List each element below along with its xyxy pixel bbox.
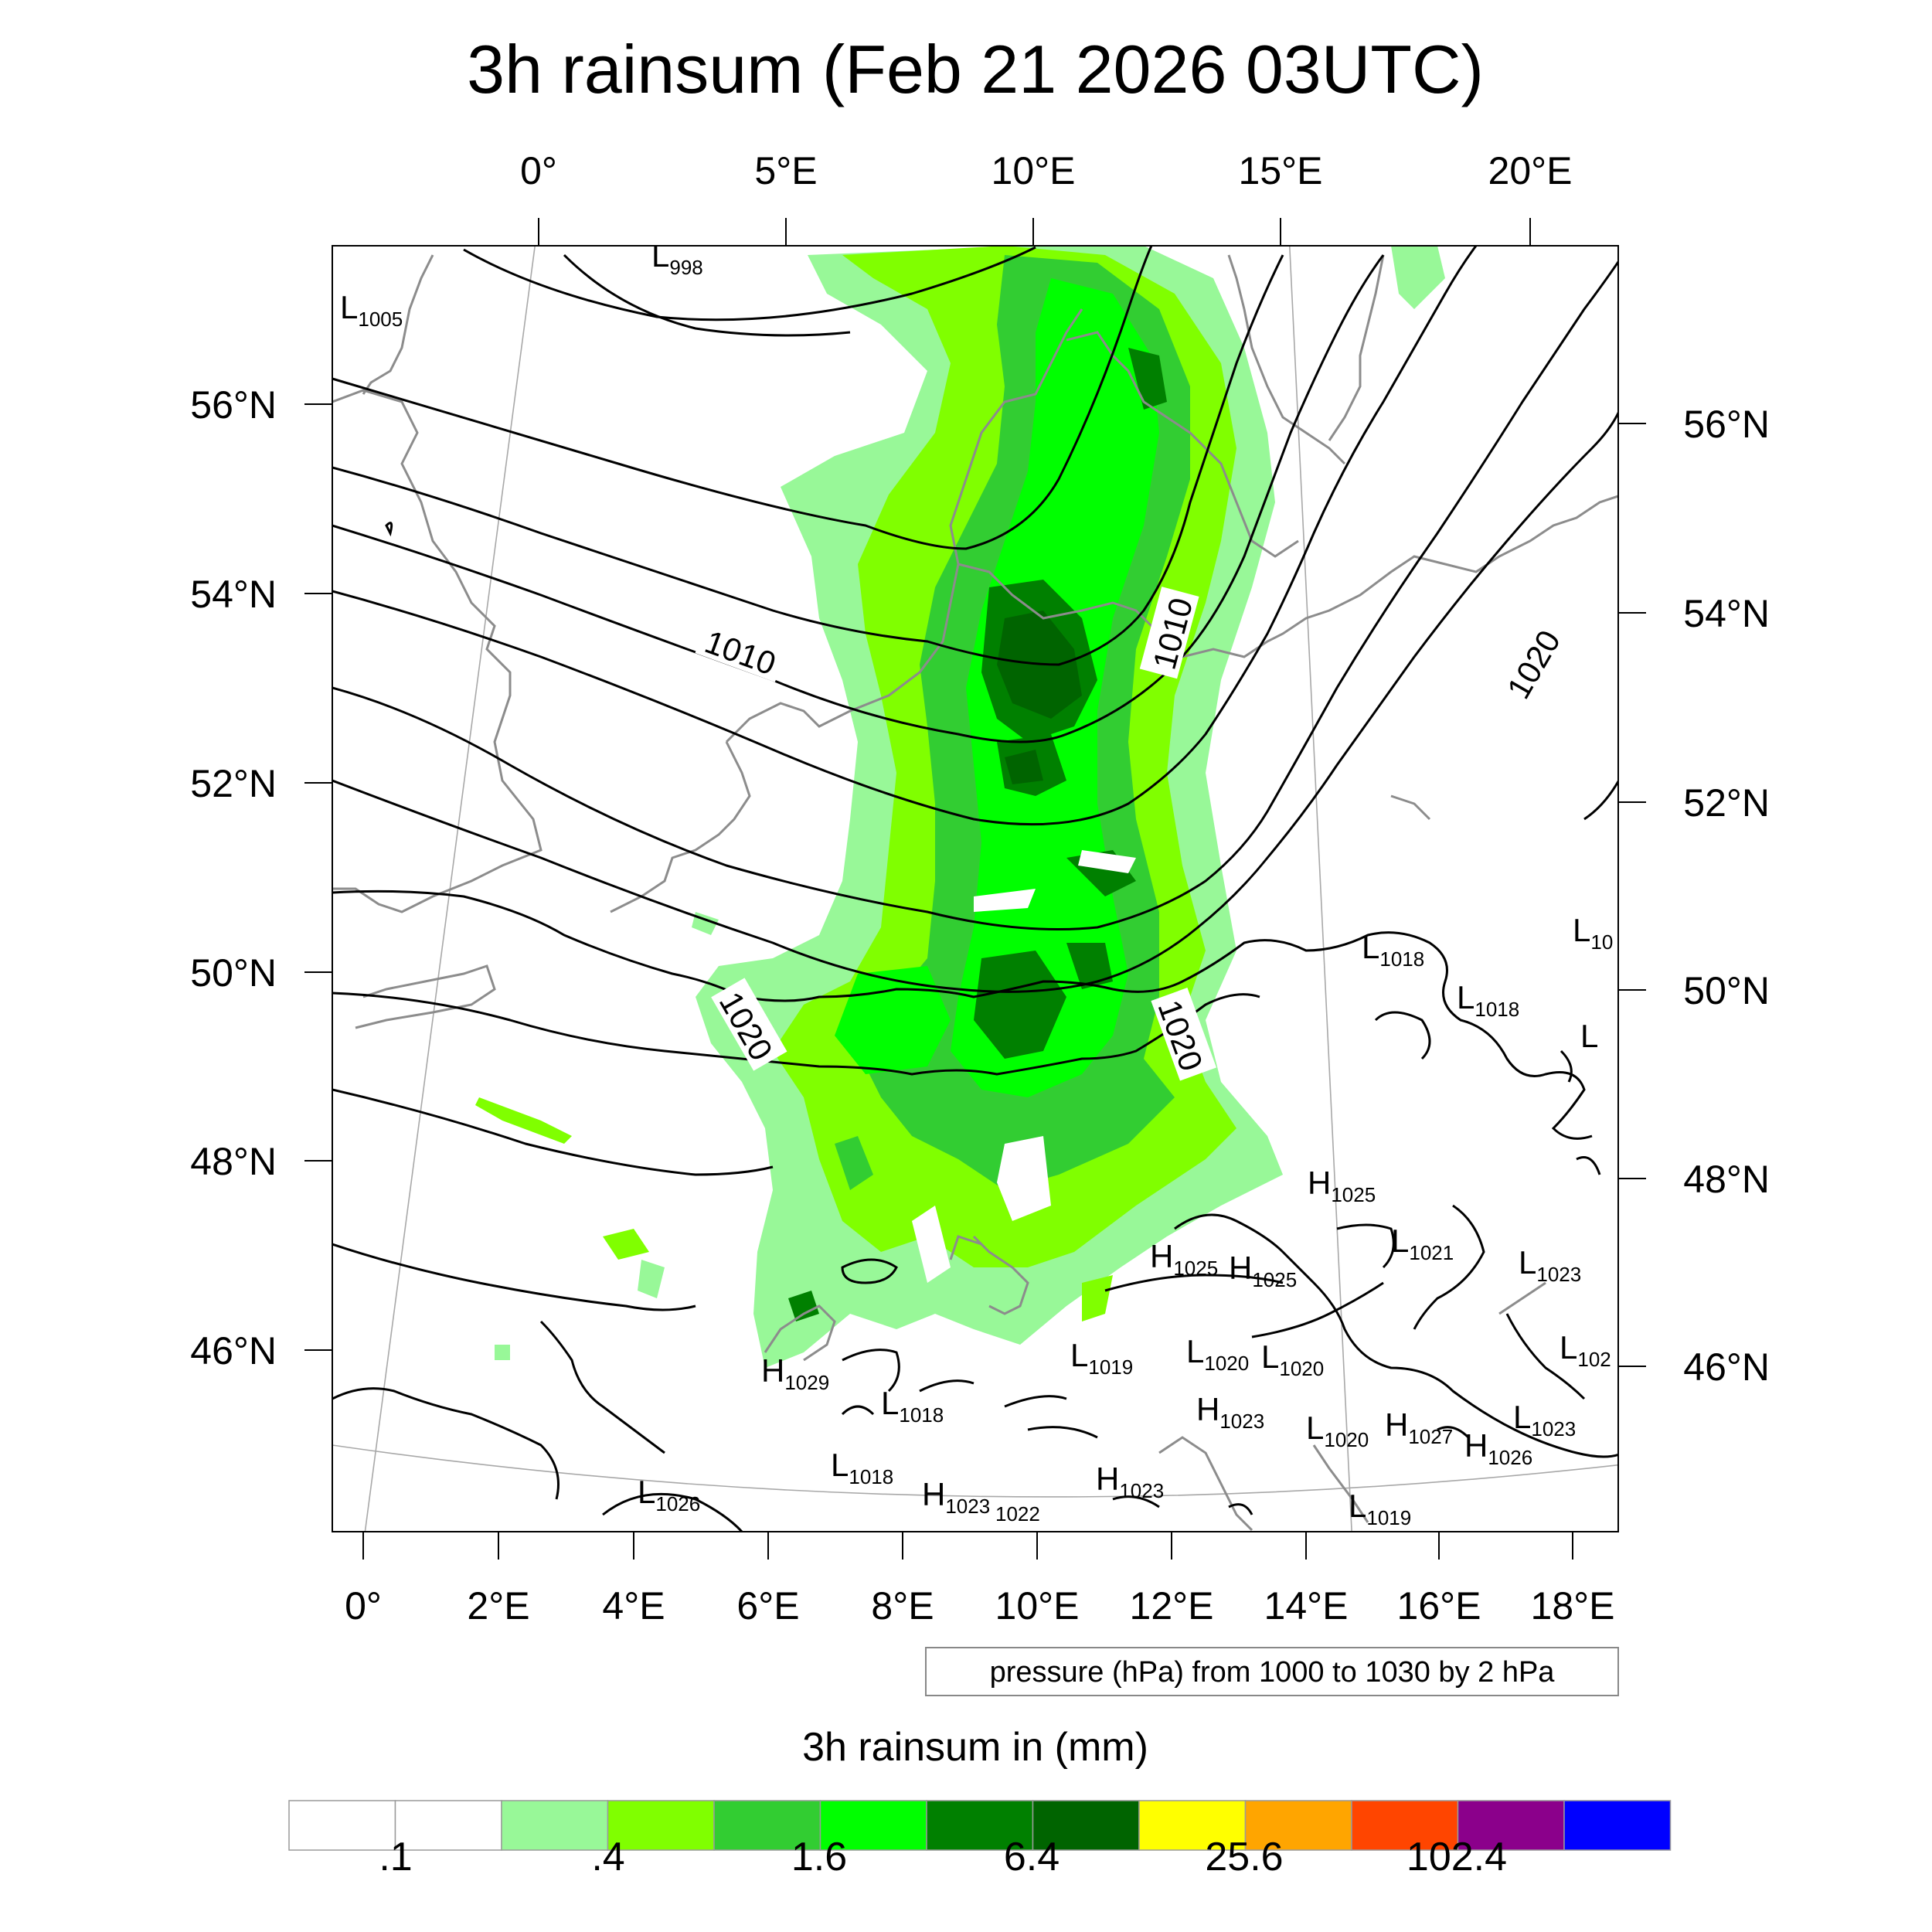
pressure-center: L1018 — [1457, 979, 1519, 1021]
pressure-center: L1020 — [1306, 1410, 1369, 1451]
colorbar-swatch — [1244, 1800, 1352, 1851]
bottom-axis-label: 8°E — [871, 1584, 934, 1628]
left-axis-label: 56°N — [190, 383, 277, 427]
pressure-center: L1018 — [1362, 929, 1424, 971]
pressure-center: L998 — [651, 237, 703, 279]
right-axis-label: 50°N — [1683, 969, 1770, 1012]
map-title: 3h rainsum (Feb 21 2026 03UTC) — [467, 31, 1484, 107]
pressure-center: 1022 — [995, 1502, 1040, 1526]
top-axis-label: 15°E — [1239, 149, 1323, 192]
bottom-axis-label: 14°E — [1264, 1584, 1349, 1628]
colorbar-swatch — [1138, 1800, 1247, 1851]
bottom-axis-label: 6°E — [736, 1584, 799, 1628]
colorbar-swatch — [394, 1800, 502, 1851]
bottom-axis-label: 18°E — [1531, 1584, 1615, 1628]
right-axis-label: 48°N — [1683, 1158, 1770, 1201]
pressure-center: L10 — [1573, 912, 1613, 954]
colorbar-tick-label: 1.6 — [791, 1835, 847, 1879]
precipitation-field — [475, 246, 1445, 1368]
pressure-center: L1019 — [1070, 1337, 1133, 1379]
colorbar-swatch — [1032, 1800, 1140, 1851]
colorbar-swatches — [288, 1800, 1672, 1851]
bottom-axis-label: 16°E — [1397, 1584, 1481, 1628]
bottom-axis-label: 2°E — [467, 1584, 529, 1628]
right-axis-label: 56°N — [1683, 403, 1770, 446]
pressure-center: L1005 — [340, 289, 403, 331]
info-box-text: pressure (hPa) from 1000 to 1030 by 2 hP… — [990, 1656, 1556, 1689]
coastlines — [332, 254, 1618, 1532]
colorbar-swatch — [501, 1800, 609, 1851]
colorbar-tick-label: 6.4 — [1004, 1835, 1060, 1879]
pressure-center: H1025 — [1308, 1165, 1376, 1206]
colorbar-swatch — [926, 1800, 1034, 1851]
isobars — [332, 246, 1618, 1532]
pressure-center: H1023 — [1096, 1461, 1164, 1502]
bottom-axis-label: 10°E — [995, 1584, 1080, 1628]
colorbar-swatch — [1457, 1800, 1565, 1851]
pressure-center: L1023 — [1513, 1399, 1576, 1440]
top-axis-label: 10°E — [992, 149, 1076, 192]
left-axis-label: 52°N — [190, 762, 277, 805]
left-axis-label: 50°N — [190, 951, 277, 995]
pressure-center: H1026 — [1464, 1427, 1532, 1469]
colorbar-title: 3h rainsum in (mm) — [802, 1725, 1148, 1770]
left-axis-label: 48°N — [190, 1140, 277, 1183]
pressure-center: H1023 — [1196, 1391, 1264, 1433]
info-box: pressure (hPa) from 1000 to 1030 by 2 hP… — [925, 1647, 1619, 1696]
top-axis: 0° 5°E 10°E 15°E 20°E — [520, 149, 1572, 246]
left-axis-label: 46°N — [190, 1329, 277, 1372]
pressure-center: H1025 — [1150, 1238, 1218, 1280]
pressure-center: L1019 — [1349, 1488, 1411, 1529]
pressure-center: L1020 — [1186, 1333, 1249, 1375]
top-axis-label: 20°E — [1488, 149, 1573, 192]
colorbar-tick-label: 102.4 — [1406, 1835, 1507, 1879]
pressure-center: L102 — [1560, 1329, 1611, 1371]
pressure-center: L1021 — [1391, 1223, 1454, 1264]
colorbar-tick-label: .1 — [379, 1835, 412, 1879]
pressure-center: L1023 — [1519, 1244, 1581, 1286]
left-axis: 56°N 54°N 52°N 50°N 48°N 46°N — [190, 383, 332, 1372]
colorbar: 3h rainsum in (mm) .1 .4 1.6 6.4 25.6 10… — [288, 1725, 1672, 1879]
pressure-center: H1029 — [761, 1352, 829, 1394]
pressure-center: H1023 — [922, 1476, 990, 1518]
right-axis-label: 54°N — [1683, 592, 1770, 635]
colorbar-tick-label: .4 — [591, 1835, 624, 1879]
pressure-center: H1027 — [1385, 1406, 1453, 1448]
bottom-axis-label: 4°E — [602, 1584, 665, 1628]
bottom-axis-label: 12°E — [1130, 1584, 1214, 1628]
colorbar-swatch — [713, 1800, 821, 1851]
pressure-center: L — [1580, 1018, 1598, 1054]
pressure-center: L1018 — [881, 1385, 944, 1427]
right-axis: 56°N 54°N 52°N 50°N 48°N 46°N — [1618, 403, 1770, 1389]
left-axis-label: 54°N — [190, 573, 277, 616]
colorbar-swatch — [607, 1800, 715, 1851]
colorbar-swatch — [1563, 1800, 1672, 1851]
colorbar-swatch — [1351, 1800, 1459, 1851]
map-frame — [332, 245, 1619, 1532]
pressure-center: L1020 — [1261, 1338, 1324, 1380]
top-axis-label: 5°E — [754, 149, 817, 192]
pressure-centers: L998 L1005 L1018 L1018 L10 L H1025 H1025… — [340, 237, 1613, 1529]
pressure-center: L1026 — [638, 1474, 700, 1515]
colorbar-tick-label: 25.6 — [1205, 1835, 1283, 1879]
bottom-axis-label: 0° — [345, 1584, 382, 1628]
bottom-axis: 0° 2°E 4°E 6°E 8°E 10°E 12°E 14°E 16°E 1… — [345, 1532, 1614, 1628]
pressure-center: L1018 — [831, 1447, 893, 1488]
pressure-center: H1025 — [1229, 1250, 1297, 1291]
colorbar-swatch — [288, 1800, 396, 1851]
map-area: 1010 1010 1020 1020 1020 L998 L1005 — [332, 237, 1618, 1532]
right-axis-label: 52°N — [1683, 781, 1770, 825]
right-axis-label: 46°N — [1683, 1345, 1770, 1389]
top-axis-label: 0° — [520, 149, 557, 192]
